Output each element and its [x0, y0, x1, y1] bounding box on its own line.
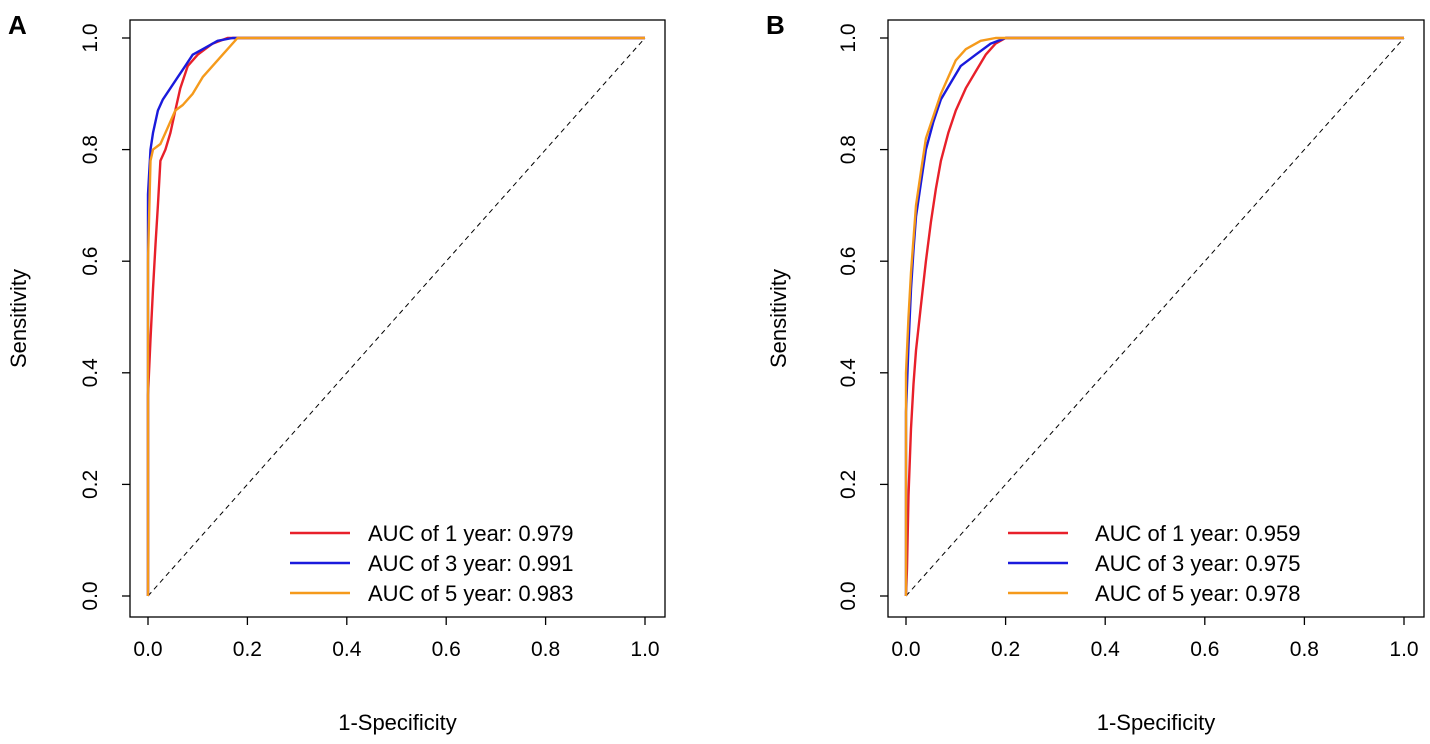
- legend-label: AUC of 5 year: 0.983: [368, 581, 573, 606]
- roc-panel-b: B 0.0 0.2 0.4 0.6 0.8 1.0 0.0 0.2 0.4 0.6 0.8 1.0 1-S…: [766, 10, 1425, 735]
- x-tick-label: 0.0: [133, 638, 162, 661]
- y-tick-label: 0.6: [837, 247, 860, 276]
- x-tick-label: 0.0: [891, 638, 920, 661]
- x-tick-label: 0.6: [432, 638, 461, 661]
- legend: AUC of 1 year: 0.979 AUC of 3 year: 0.991…: [290, 521, 573, 606]
- legend: AUC of 1 year: 0.959 AUC of 3 year: 0.975…: [1008, 521, 1300, 606]
- x-tick-label: 1.0: [1389, 638, 1418, 661]
- x-tick-label: 0.8: [531, 638, 560, 661]
- panel-label: A: [8, 10, 27, 40]
- y-tick-label: 0.6: [79, 247, 102, 276]
- y-tick-label: 0.2: [837, 470, 860, 499]
- x-axis-title: 1-Specificity: [1097, 710, 1216, 735]
- roc-curve-series-3: [904, 36, 1404, 596]
- y-axis-title: Sensitivity: [766, 269, 791, 368]
- roc-panel-a: A 0.0 0.2 0.4 0.6 0.8 1.0 0.0 0.2 0.4 0.6 0.8 1.0 1-S…: [6, 10, 666, 735]
- x-tick-label: 0.2: [233, 638, 262, 661]
- roc-curve-series-1: [904, 36, 1404, 597]
- x-axis-title: 1-Specificity: [338, 710, 457, 735]
- y-axis-title: Sensitivity: [6, 269, 31, 368]
- roc-curve-series-3: [146, 36, 645, 596]
- x-tick-label: 0.4: [1091, 638, 1121, 661]
- y-tick-label: 1.0: [79, 23, 102, 52]
- y-tick-label: 0.0: [837, 581, 860, 610]
- legend-label: AUC of 5 year: 0.978: [1095, 581, 1300, 606]
- reference-diagonal-line: [905, 37, 1405, 597]
- x-tick-label: 0.2: [991, 638, 1020, 661]
- y-tick-label: 0.8: [837, 135, 860, 164]
- x-tick-label: 0.6: [1190, 638, 1219, 661]
- y-tick-label: 0.4: [837, 358, 860, 388]
- x-tick-label: 0.8: [1290, 638, 1319, 661]
- roc-curve-series-2: [146, 36, 645, 596]
- plot-frame: [887, 19, 1425, 618]
- panel-label: B: [766, 10, 785, 40]
- legend-label: AUC of 1 year: 0.979: [368, 521, 573, 546]
- reference-diagonal-line: [147, 37, 646, 597]
- legend-label: AUC of 3 year: 0.975: [1095, 551, 1300, 576]
- y-tick-label: 0.0: [79, 581, 102, 610]
- y-tick-label: 1.0: [837, 23, 860, 52]
- x-tick-label: 1.0: [630, 638, 659, 661]
- roc-curve-series-2: [904, 36, 1404, 596]
- y-tick-label: 0.2: [79, 470, 102, 499]
- y-tick-label: 0.8: [79, 135, 102, 164]
- legend-label: AUC of 3 year: 0.991: [368, 551, 573, 576]
- x-tick-label: 0.4: [332, 638, 362, 661]
- y-tick-label: 0.4: [79, 358, 102, 388]
- legend-label: AUC of 1 year: 0.959: [1095, 521, 1300, 546]
- plot-frame: [129, 19, 666, 618]
